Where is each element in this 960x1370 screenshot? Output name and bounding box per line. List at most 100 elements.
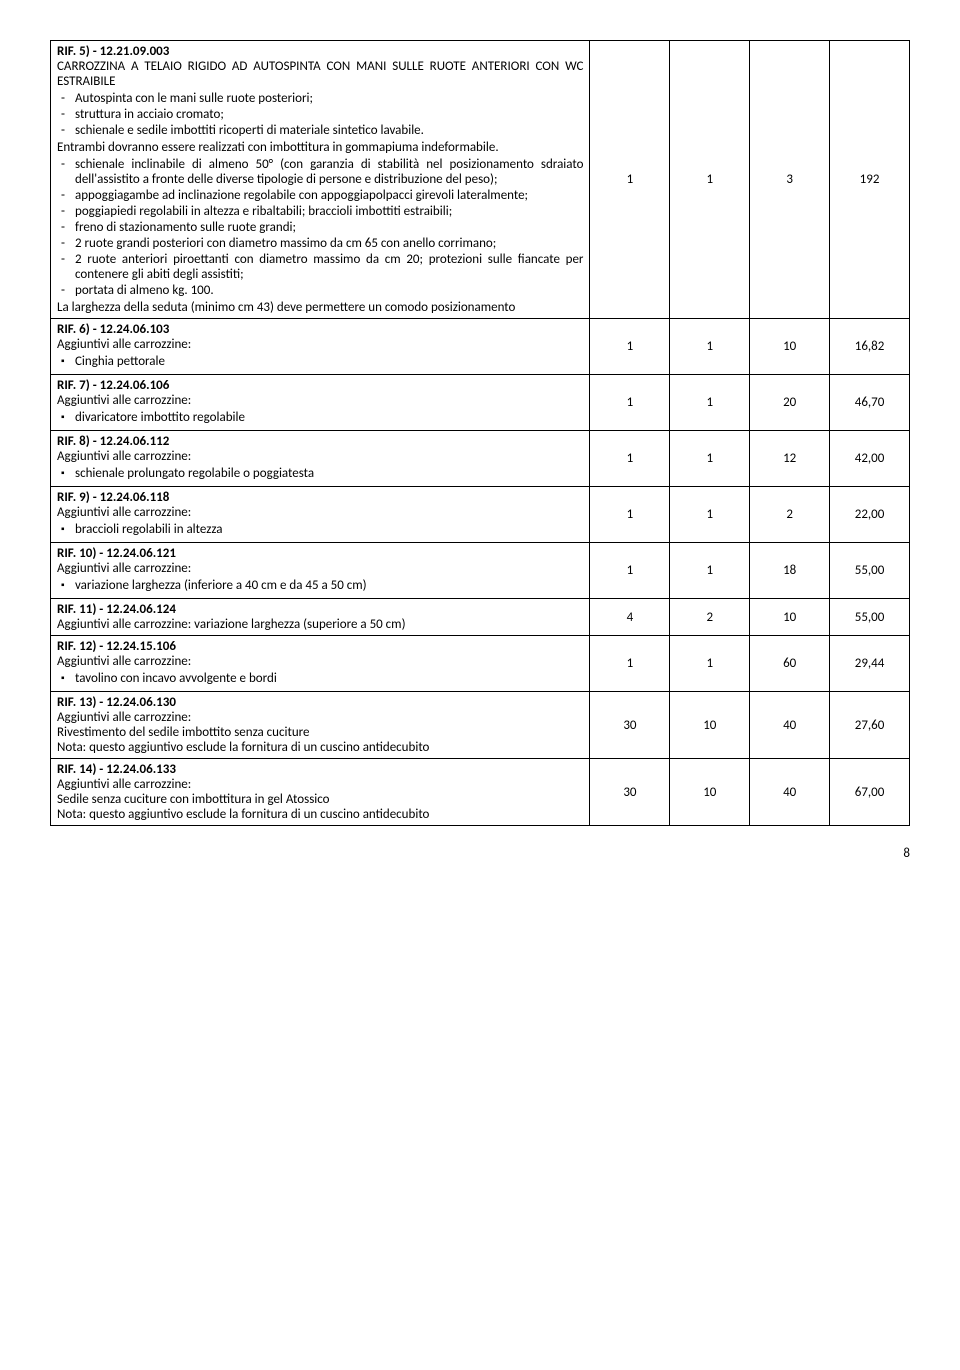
numeric-cell: 27,60 bbox=[830, 692, 910, 759]
table-row: RIF. 9) - 12.24.06.118Aggiuntivi alle ca… bbox=[51, 487, 910, 543]
reference-code: RIF. 5) - 12.21.09.003 bbox=[57, 44, 583, 59]
table-row: RIF. 6) - 12.24.06.103Aggiuntivi alle ca… bbox=[51, 319, 910, 375]
list-item: schienale inclinabile di almeno 50° (con… bbox=[75, 157, 583, 187]
description-cell: RIF. 14) - 12.24.06.133Aggiuntivi alle c… bbox=[51, 759, 590, 826]
square-list: schienale prolungato regolabile o poggia… bbox=[57, 466, 583, 481]
numeric-cell: 1 bbox=[590, 431, 670, 487]
numeric-cell: 1 bbox=[670, 319, 750, 375]
plain-text: Aggiuntivi alle carrozzine: bbox=[57, 561, 583, 576]
table-row: RIF. 8) - 12.24.06.112Aggiuntivi alle ca… bbox=[51, 431, 910, 487]
description-cell: RIF. 8) - 12.24.06.112Aggiuntivi alle ca… bbox=[51, 431, 590, 487]
description-cell: RIF. 5) - 12.21.09.003CARROZZINA A TELAI… bbox=[51, 41, 590, 319]
numeric-cell: 30 bbox=[590, 692, 670, 759]
numeric-cell: 3 bbox=[750, 41, 830, 319]
dash-list: schienale inclinabile di almeno 50° (con… bbox=[57, 157, 583, 298]
list-item: schienale prolungato regolabile o poggia… bbox=[75, 466, 583, 481]
numeric-cell: 1 bbox=[670, 41, 750, 319]
numeric-cell: 1 bbox=[590, 319, 670, 375]
table-row: RIF. 5) - 12.21.09.003CARROZZINA A TELAI… bbox=[51, 41, 910, 319]
plain-text: Aggiuntivi alle carrozzine: bbox=[57, 710, 583, 725]
numeric-cell: 22,00 bbox=[830, 487, 910, 543]
list-item: 2 ruote grandi posteriori con diametro m… bbox=[75, 236, 583, 251]
numeric-cell: 40 bbox=[750, 692, 830, 759]
numeric-cell: 18 bbox=[750, 543, 830, 599]
description-cell: RIF. 9) - 12.24.06.118Aggiuntivi alle ca… bbox=[51, 487, 590, 543]
description-cell: RIF. 10) - 12.24.06.121Aggiuntivi alle c… bbox=[51, 543, 590, 599]
square-list: variazione larghezza (inferiore a 40 cm … bbox=[57, 578, 583, 593]
description-cell: RIF. 11) - 12.24.06.124Aggiuntivi alle c… bbox=[51, 599, 590, 636]
numeric-cell: 2 bbox=[750, 487, 830, 543]
reference-code: RIF. 8) - 12.24.06.112 bbox=[57, 434, 583, 449]
plain-text: Aggiuntivi alle carrozzine: variazione l… bbox=[57, 617, 583, 632]
numeric-cell: 16,82 bbox=[830, 319, 910, 375]
numeric-cell: 55,00 bbox=[830, 543, 910, 599]
plain-text: Aggiuntivi alle carrozzine: bbox=[57, 449, 583, 464]
plain-text: Rivestimento del sedile imbottito senza … bbox=[57, 725, 583, 740]
numeric-cell: 1 bbox=[670, 636, 750, 692]
tail-text: La larghezza della seduta (minimo cm 43)… bbox=[57, 300, 583, 315]
numeric-cell: 1 bbox=[670, 543, 750, 599]
numeric-cell: 29,44 bbox=[830, 636, 910, 692]
numeric-cell: 1 bbox=[590, 375, 670, 431]
numeric-cell: 1 bbox=[670, 375, 750, 431]
numeric-cell: 46,70 bbox=[830, 375, 910, 431]
numeric-cell: 40 bbox=[750, 759, 830, 826]
numeric-cell: 2 bbox=[670, 599, 750, 636]
list-item: freno di stazionamento sulle ruote grand… bbox=[75, 220, 583, 235]
description-cell: RIF. 6) - 12.24.06.103Aggiuntivi alle ca… bbox=[51, 319, 590, 375]
numeric-cell: 10 bbox=[750, 599, 830, 636]
spec-table: RIF. 5) - 12.21.09.003CARROZZINA A TELAI… bbox=[50, 40, 910, 826]
numeric-cell: 1 bbox=[670, 487, 750, 543]
square-list: tavolino con incavo avvolgente e bordi bbox=[57, 671, 583, 686]
description-cell: RIF. 13) - 12.24.06.130Aggiuntivi alle c… bbox=[51, 692, 590, 759]
page-number: 8 bbox=[50, 846, 910, 861]
plain-text: Aggiuntivi alle carrozzine: bbox=[57, 393, 583, 408]
table-row: RIF. 14) - 12.24.06.133Aggiuntivi alle c… bbox=[51, 759, 910, 826]
reference-code: RIF. 14) - 12.24.06.133 bbox=[57, 762, 583, 777]
numeric-cell: 42,00 bbox=[830, 431, 910, 487]
list-item: schienale e sedile imbottiti ricoperti d… bbox=[75, 123, 583, 138]
list-item: poggiapiedi regolabili in altezza e riba… bbox=[75, 204, 583, 219]
reference-code: RIF. 12) - 12.24.15.106 bbox=[57, 639, 583, 654]
reference-code: RIF. 13) - 12.24.06.130 bbox=[57, 695, 583, 710]
note-text: Nota: questo aggiuntivo esclude la forni… bbox=[57, 740, 583, 755]
list-item: appoggiagambe ad inclinazione regolabile… bbox=[75, 188, 583, 203]
numeric-cell: 10 bbox=[670, 759, 750, 826]
plain-text: Aggiuntivi alle carrozzine: bbox=[57, 337, 583, 352]
plain-text: Aggiuntivi alle carrozzine: bbox=[57, 654, 583, 669]
numeric-cell: 1 bbox=[670, 431, 750, 487]
numeric-cell: 55,00 bbox=[830, 599, 910, 636]
numeric-cell: 1 bbox=[590, 636, 670, 692]
reference-code: RIF. 6) - 12.24.06.103 bbox=[57, 322, 583, 337]
note-text: Nota: questo aggiuntivo esclude la forni… bbox=[57, 807, 583, 822]
square-list: divaricatore imbottito regolabile bbox=[57, 410, 583, 425]
table-row: RIF. 7) - 12.24.06.106Aggiuntivi alle ca… bbox=[51, 375, 910, 431]
plain-text: Sedile senza cuciture con imbottitura in… bbox=[57, 792, 583, 807]
list-item: divaricatore imbottito regolabile bbox=[75, 410, 583, 425]
list-item: tavolino con incavo avvolgente e bordi bbox=[75, 671, 583, 686]
list-item: 2 ruote anteriori piroettanti con diamet… bbox=[75, 252, 583, 282]
numeric-cell: 1 bbox=[590, 487, 670, 543]
numeric-cell: 60 bbox=[750, 636, 830, 692]
numeric-cell: 67,00 bbox=[830, 759, 910, 826]
numeric-cell: 10 bbox=[750, 319, 830, 375]
numeric-cell: 12 bbox=[750, 431, 830, 487]
list-item: struttura in acciaio cromato; bbox=[75, 107, 583, 122]
table-row: RIF. 10) - 12.24.06.121Aggiuntivi alle c… bbox=[51, 543, 910, 599]
numeric-cell: 1 bbox=[590, 543, 670, 599]
list-item: Autospinta con le mani sulle ruote poste… bbox=[75, 91, 583, 106]
list-item: braccioli regolabili in altezza bbox=[75, 522, 583, 537]
list-item: Cinghia pettorale bbox=[75, 354, 583, 369]
numeric-cell: 1 bbox=[590, 41, 670, 319]
list-item: variazione larghezza (inferiore a 40 cm … bbox=[75, 578, 583, 593]
square-list: braccioli regolabili in altezza bbox=[57, 522, 583, 537]
square-list: Cinghia pettorale bbox=[57, 354, 583, 369]
paragraph: Entrambi dovranno essere realizzati con … bbox=[57, 140, 583, 155]
description-cell: RIF. 12) - 12.24.15.106Aggiuntivi alle c… bbox=[51, 636, 590, 692]
table-row: RIF. 11) - 12.24.06.124Aggiuntivi alle c… bbox=[51, 599, 910, 636]
list-item: portata di almeno kg. 100. bbox=[75, 283, 583, 298]
table-row: RIF. 13) - 12.24.06.130Aggiuntivi alle c… bbox=[51, 692, 910, 759]
reference-code: RIF. 11) - 12.24.06.124 bbox=[57, 602, 583, 617]
plain-text: Aggiuntivi alle carrozzine: bbox=[57, 505, 583, 520]
numeric-cell: 10 bbox=[670, 692, 750, 759]
